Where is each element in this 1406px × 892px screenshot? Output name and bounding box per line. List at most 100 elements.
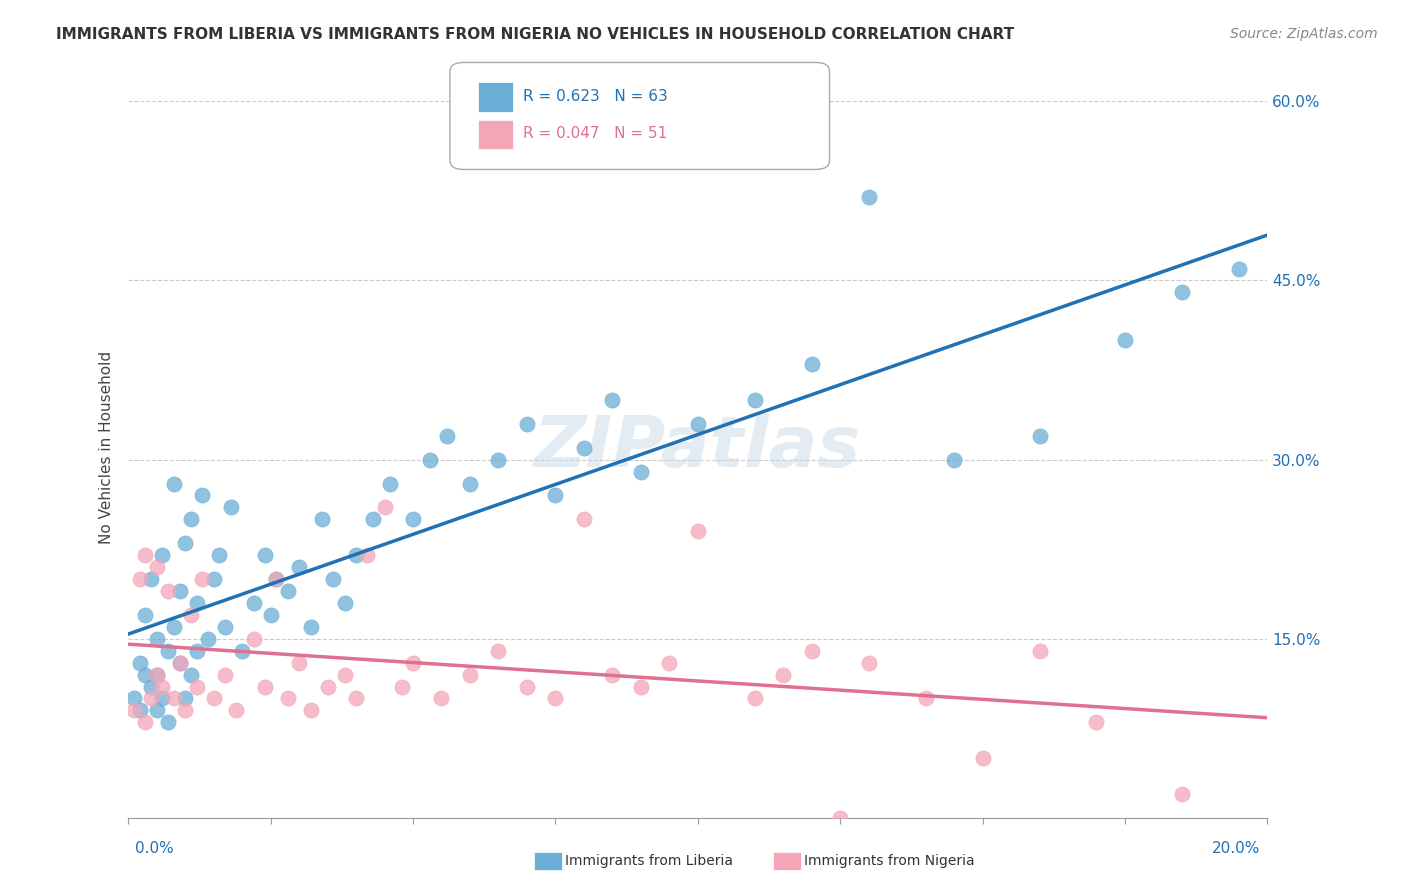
Point xyxy=(225,703,247,717)
Point xyxy=(402,656,425,670)
Text: R = 0.623   N = 63: R = 0.623 N = 63 xyxy=(523,89,668,103)
Point xyxy=(972,751,994,765)
Point xyxy=(333,667,356,681)
Point xyxy=(163,691,186,706)
Point xyxy=(800,357,823,371)
Point xyxy=(344,548,367,562)
Point xyxy=(686,417,709,431)
Text: IMMIGRANTS FROM LIBERIA VS IMMIGRANTS FROM NIGERIA NO VEHICLES IN HOUSEHOLD CORR: IMMIGRANTS FROM LIBERIA VS IMMIGRANTS FR… xyxy=(56,27,1014,42)
Point xyxy=(299,703,322,717)
Y-axis label: No Vehicles in Household: No Vehicles in Household xyxy=(100,351,114,544)
Point xyxy=(259,607,281,622)
Point xyxy=(572,512,595,526)
Point xyxy=(402,512,425,526)
Point xyxy=(544,691,567,706)
Point xyxy=(214,667,236,681)
Point xyxy=(169,584,191,599)
Point xyxy=(174,536,197,550)
Point xyxy=(266,572,288,586)
Point xyxy=(361,512,384,526)
Point xyxy=(772,667,794,681)
Point xyxy=(858,656,880,670)
Point xyxy=(344,691,367,706)
Point xyxy=(1171,285,1194,300)
Point xyxy=(191,488,214,502)
Text: ZIPatlas: ZIPatlas xyxy=(534,413,862,483)
Point xyxy=(145,632,167,646)
Point xyxy=(1028,428,1050,442)
Point xyxy=(1085,715,1108,730)
Point xyxy=(214,620,236,634)
Point xyxy=(231,644,253,658)
Point xyxy=(180,667,202,681)
Point xyxy=(169,656,191,670)
Point xyxy=(145,667,167,681)
Point xyxy=(191,572,214,586)
Text: Source: ZipAtlas.com: Source: ZipAtlas.com xyxy=(1230,27,1378,41)
Point xyxy=(1114,333,1136,347)
Point xyxy=(288,656,311,670)
Point xyxy=(202,572,225,586)
Point xyxy=(219,500,242,515)
Point xyxy=(1171,787,1194,801)
Point xyxy=(572,441,595,455)
Text: R = 0.047   N = 51: R = 0.047 N = 51 xyxy=(523,127,668,141)
Point xyxy=(1028,644,1050,658)
Point xyxy=(266,572,288,586)
Text: Immigrants from Nigeria: Immigrants from Nigeria xyxy=(804,854,974,868)
Point xyxy=(152,548,174,562)
Point xyxy=(145,703,167,717)
Point xyxy=(128,703,150,717)
Point xyxy=(186,596,208,610)
Text: 0.0%: 0.0% xyxy=(135,841,174,856)
Point xyxy=(139,572,162,586)
Point xyxy=(242,632,264,646)
Point xyxy=(197,632,219,646)
Point xyxy=(253,548,276,562)
Point xyxy=(157,584,180,599)
Point xyxy=(516,680,538,694)
Point xyxy=(430,691,453,706)
Point xyxy=(830,811,852,825)
Point xyxy=(1227,261,1250,276)
Point xyxy=(458,667,481,681)
Point xyxy=(744,392,766,407)
Point xyxy=(391,680,413,694)
Point xyxy=(122,703,145,717)
Point xyxy=(128,572,150,586)
Point xyxy=(277,584,299,599)
Point xyxy=(288,560,311,574)
Point xyxy=(180,607,202,622)
Point xyxy=(686,524,709,539)
Point xyxy=(380,476,402,491)
Point xyxy=(630,680,652,694)
Point xyxy=(458,476,481,491)
Point xyxy=(163,620,186,634)
Point xyxy=(186,680,208,694)
Point xyxy=(488,644,510,658)
Point xyxy=(516,417,538,431)
Point xyxy=(134,548,156,562)
Point xyxy=(174,703,197,717)
Point xyxy=(169,656,191,670)
Point xyxy=(145,560,167,574)
Point xyxy=(800,644,823,658)
Point xyxy=(152,680,174,694)
Point xyxy=(208,548,231,562)
Point xyxy=(299,620,322,634)
Point xyxy=(858,190,880,204)
Point xyxy=(602,667,624,681)
Point xyxy=(163,476,186,491)
Point xyxy=(134,667,156,681)
Point xyxy=(488,452,510,467)
Point xyxy=(277,691,299,706)
Point xyxy=(914,691,936,706)
Point xyxy=(134,715,156,730)
Point xyxy=(544,488,567,502)
Point xyxy=(139,680,162,694)
Point xyxy=(186,644,208,658)
Point xyxy=(316,680,339,694)
Point xyxy=(253,680,276,694)
Point xyxy=(128,656,150,670)
Point xyxy=(356,548,378,562)
